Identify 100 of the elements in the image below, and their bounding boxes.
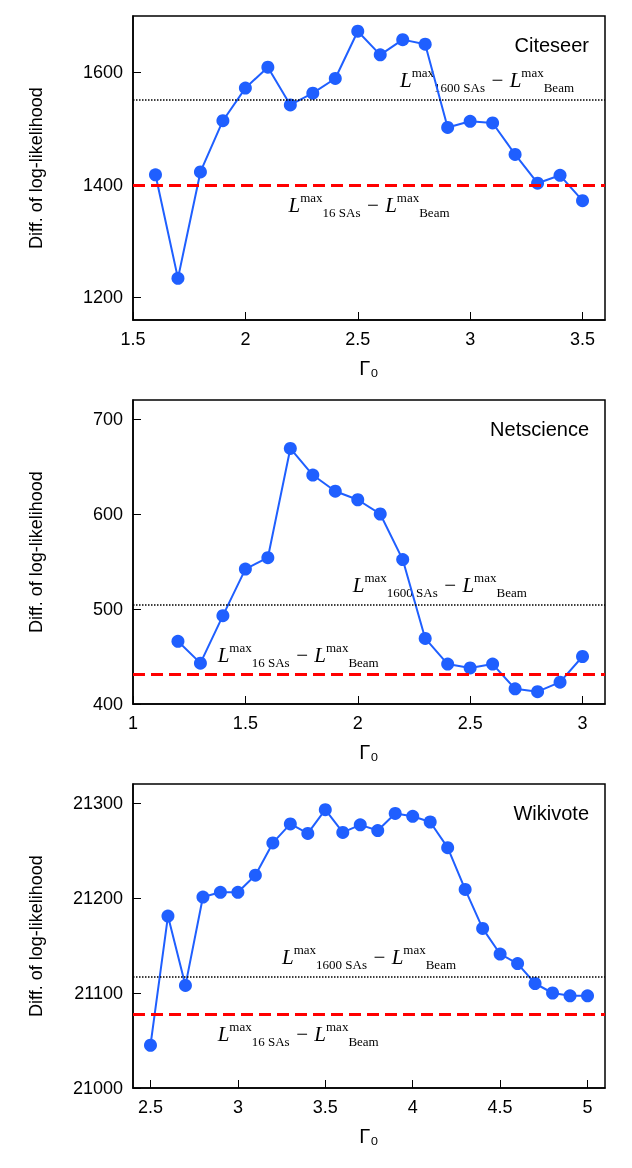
point [301,826,315,840]
x-tick-label: 3 [232,1097,243,1117]
x-axis-title: Γ₀ [359,741,379,763]
point [283,817,297,831]
point [193,165,207,179]
y-axis-title: Diff. of log-likelihood [26,87,46,249]
x-tick-label: 4 [407,1097,418,1117]
point [306,86,320,100]
point [216,114,230,128]
y-tick-label: 1600 [82,62,123,83]
point [216,609,230,623]
point [371,824,385,838]
point [238,562,252,576]
point [328,484,342,498]
point [418,631,432,645]
point [423,815,437,829]
x-tick-label: 2.5 [345,329,371,349]
point [196,890,210,904]
x-tick-label: 3.5 [312,1097,338,1117]
y-tick-label: 700 [92,409,123,429]
x-tick-label: 1.5 [232,713,258,733]
point [336,825,350,839]
point [353,818,367,832]
y-axis-title: Diff. of log-likelihood [26,471,46,633]
x-tick-label: 5 [582,1097,593,1117]
point [266,836,280,850]
point [476,921,490,935]
point [261,551,275,565]
x-tick-label: 1.5 [120,329,146,349]
point [441,120,455,134]
point [508,682,522,696]
x-tick-label: 2 [240,329,251,349]
point [148,168,162,182]
point [441,841,455,855]
point [283,441,297,455]
x-tick-label: 3 [577,713,588,733]
point [171,271,185,285]
point [553,675,567,689]
point [248,868,262,882]
x-tick-label: 1 [127,713,139,733]
point [528,977,542,990]
point [306,468,320,482]
point [318,803,332,817]
point [213,885,227,899]
y-tick-label: 400 [92,694,123,714]
point [231,885,245,899]
point [463,661,477,675]
point [351,493,365,507]
point [238,81,252,95]
x-tick-label: 2 [352,713,363,733]
point [508,147,522,161]
y-tick-label: 1200 [82,287,123,308]
y-tick-label: 21300 [72,793,123,813]
y-tick-label: 21100 [74,983,123,1003]
point [493,947,507,961]
y-tick-label: 500 [92,599,123,619]
x-tick-label: 4.5 [487,1097,513,1117]
y-tick-label: 21000 [72,1078,123,1098]
point [193,656,207,670]
point [553,168,567,182]
point [511,957,525,971]
x-axis-title: Γ₀ [359,1125,379,1147]
point [161,909,175,923]
text: Citeseer [514,34,590,56]
x-tick-label: 2.5 [457,713,483,733]
point [396,33,410,47]
point [178,978,192,992]
point [441,657,455,671]
text: Netscience [490,418,589,440]
y-axis-title: Diff. of log-likelihood [26,855,46,1017]
point [458,882,472,896]
point [143,1038,157,1052]
point [261,60,275,74]
y-tick-label: 21200 [72,888,123,908]
point [373,48,387,62]
y-tick-label: 1400 [82,174,123,195]
point [531,685,545,699]
point [581,989,595,1003]
x-tick-label: 2.5 [137,1097,163,1117]
point [418,37,432,51]
point [486,657,500,671]
point [283,98,297,112]
x-axis-title: Γ₀ [359,357,379,379]
point [576,194,590,208]
point [576,650,590,663]
point [563,989,577,1003]
point [463,114,477,128]
point [406,809,420,823]
point [351,24,365,38]
x-tick-label: 3 [465,329,476,349]
point [373,507,387,521]
point [396,553,410,567]
point [328,71,342,85]
point [546,986,560,1000]
point [388,806,402,820]
text: Wikivote [513,802,590,824]
point [486,116,500,130]
y-tick-label: 600 [92,504,123,524]
point [171,634,185,648]
x-tick-label: 3.5 [570,329,596,349]
